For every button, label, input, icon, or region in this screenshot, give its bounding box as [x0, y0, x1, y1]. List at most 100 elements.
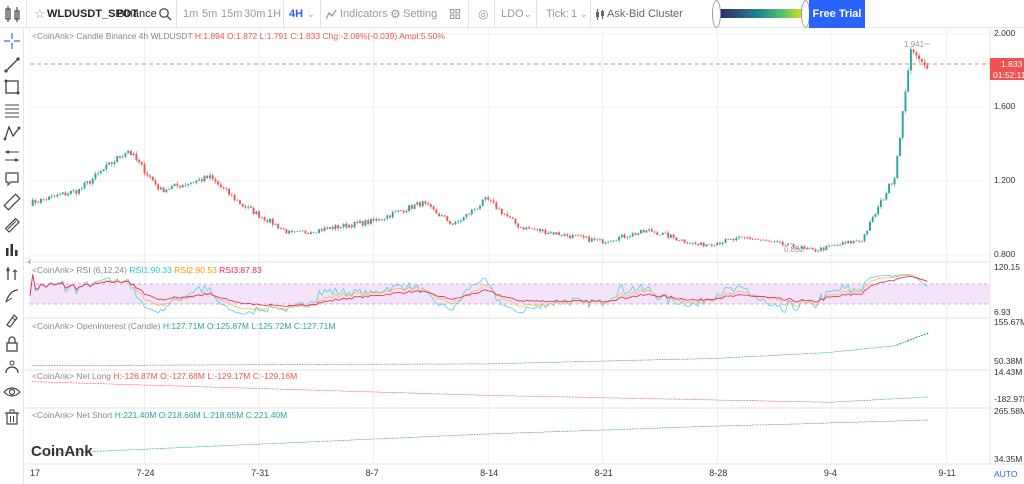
interval-4h[interactable]: 4H	[289, 8, 304, 20]
visibility-eye-icon[interactable]: ◎	[478, 7, 489, 21]
interval-dropdown-chevron-icon[interactable]: ⌄	[307, 9, 315, 19]
candle-body	[852, 240, 855, 244]
candle-body	[391, 363, 394, 365]
lock-draw-icon[interactable]	[3, 311, 21, 329]
tick-value[interactable]: 1	[571, 8, 578, 20]
candle-body	[271, 443, 274, 444]
candle-body	[926, 419, 929, 421]
ask-bid-cluster-button[interactable]: Ask-Bid Cluster	[607, 8, 683, 20]
trendline-icon[interactable]	[3, 56, 21, 74]
axis-auto-toggle[interactable]: AUTO	[994, 469, 1018, 479]
candle-body	[719, 425, 721, 427]
lock-icon[interactable]	[3, 335, 21, 353]
candle-body	[781, 401, 784, 402]
free-trial-button[interactable]: Free Trial	[809, 0, 865, 28]
candle-body	[770, 400, 773, 402]
cluster-icon[interactable]	[595, 9, 605, 20]
candle-body	[304, 230, 307, 234]
candle-body	[116, 365, 119, 366]
candle-body	[236, 444, 239, 446]
crosshair-icon[interactable]	[3, 32, 21, 50]
pattern-icon[interactable]	[3, 124, 21, 142]
magnet-icon[interactable]	[3, 359, 21, 377]
eye-icon[interactable]	[3, 383, 21, 401]
candle-body	[457, 221, 460, 223]
candle-body	[740, 356, 743, 358]
search-icon[interactable]	[158, 7, 172, 21]
candle-body	[274, 388, 277, 390]
candle-body	[129, 150, 132, 156]
candle-body	[877, 206, 880, 215]
candle-body	[716, 358, 719, 359]
ticker-selector[interactable]: LDO	[501, 8, 524, 20]
interval-5m[interactable]: 5m	[202, 8, 218, 20]
candle-body	[359, 221, 361, 224]
candle-body	[372, 438, 375, 440]
x-axis-tick-label: 9-4	[824, 468, 837, 478]
symbol-name[interactable]: WLDUSDT_SPOT	[47, 8, 139, 20]
candle-body	[342, 440, 345, 441]
candle-body	[814, 422, 817, 424]
collapse-arrow-icon[interactable]: ‹	[28, 256, 31, 266]
interval-30m[interactable]: 30m	[244, 8, 266, 20]
rsi-legend: <CoinAnk> RSI (6,12,24) RSI1:90.33 RSI2:…	[32, 265, 262, 275]
ruler-icon[interactable]	[3, 193, 21, 211]
layout-grid-icon[interactable]	[450, 9, 460, 19]
trash-icon[interactable]	[3, 408, 21, 426]
candle-body	[113, 383, 116, 385]
cluster-chevron-icon[interactable]: ⌄	[668, 9, 676, 19]
candle-body	[83, 451, 86, 453]
candle-body	[656, 398, 659, 400]
candle-body	[293, 389, 296, 390]
heatmap-gradient-slider[interactable]	[714, 9, 806, 18]
candle-body	[571, 361, 574, 363]
candle-body	[798, 423, 801, 425]
candle-body	[536, 396, 539, 397]
candle-body	[552, 396, 555, 398]
candle-body	[179, 185, 181, 188]
candle-body	[503, 363, 506, 364]
interval-1h[interactable]: 1H	[267, 8, 282, 20]
candles-logo-icon[interactable]	[4, 5, 22, 23]
gear-icon[interactable]: ⚙	[390, 7, 401, 21]
setting-button[interactable]: Setting	[403, 8, 438, 20]
interval-15m[interactable]: 15m	[221, 8, 243, 20]
gradient-min-handle[interactable]	[712, 0, 721, 28]
brush-icon[interactable]	[3, 216, 21, 234]
candle-body	[198, 446, 201, 448]
ticker-chevron-icon[interactable]: ⌄	[524, 9, 532, 19]
candle-body	[277, 388, 280, 390]
candle-body	[604, 360, 607, 362]
candle-body	[645, 359, 648, 361]
candle-body	[874, 399, 877, 401]
candle-body	[140, 384, 143, 386]
candle-body	[746, 237, 749, 239]
candle-body	[369, 391, 372, 393]
candle-body	[560, 361, 563, 363]
candle-body	[397, 363, 400, 365]
tick-chevron-icon[interactable]: ⌄	[580, 9, 588, 19]
candle-body	[547, 396, 550, 397]
candle-body	[789, 243, 792, 245]
fib-icon[interactable]	[3, 101, 21, 119]
draw-icon[interactable]	[3, 287, 21, 305]
candle-body	[356, 364, 359, 365]
note-icon[interactable]	[3, 170, 21, 188]
interval-1m[interactable]: 1m	[183, 8, 199, 20]
candle-body	[258, 443, 261, 445]
indicators-icon[interactable]	[326, 9, 337, 20]
candle-body	[653, 231, 656, 233]
exchange-name[interactable]: Binance	[117, 8, 157, 20]
candle-body	[135, 364, 138, 366]
bars-icon[interactable]	[3, 240, 21, 258]
candle-body	[399, 210, 402, 212]
chart-canvas[interactable]: 2.000 1.600 1.200 0.800 120.15 6.93 155.…	[24, 28, 1024, 484]
rectangle-icon[interactable]	[3, 78, 21, 96]
indicators-button[interactable]: Indicators	[340, 8, 388, 20]
candle-body	[481, 363, 484, 365]
favorite-star-icon[interactable]: ☆	[34, 6, 46, 21]
indicator-icon[interactable]	[3, 264, 21, 282]
measure-icon[interactable]	[3, 147, 21, 165]
candle-body	[181, 385, 184, 387]
candle-body	[222, 445, 225, 446]
